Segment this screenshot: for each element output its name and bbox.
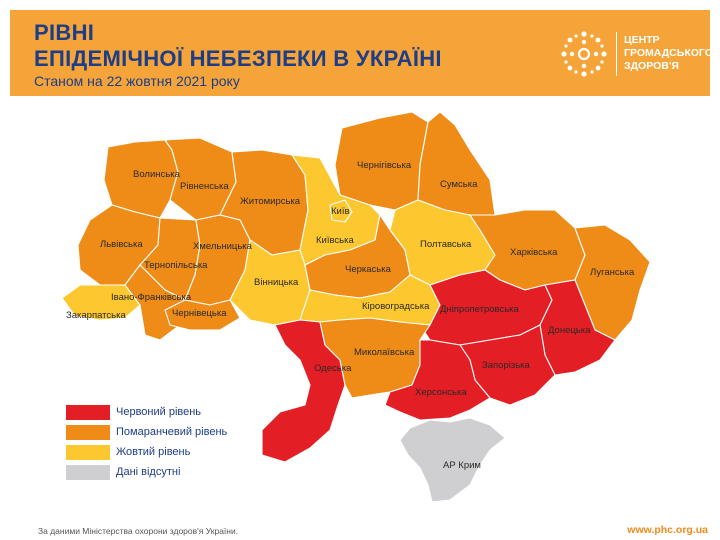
region-chernivetska[interactable] — [164, 299, 241, 331]
region-donetska[interactable] — [539, 279, 616, 376]
page-title-line2: ЕПІДЕМІЧНОЇ НЕБЕЗПЕКИ В УКРАЇНІ — [34, 46, 442, 71]
legend-label-red: Червоний рівень — [116, 406, 202, 418]
label-kirovohradska: Кіровоградська — [362, 301, 430, 312]
label-volynska: Волинська — [133, 169, 181, 180]
legend-swatch-gray — [66, 465, 110, 480]
page-subtitle: Станом на 22 жовтня 2021 року — [34, 73, 240, 89]
region-sumska[interactable] — [417, 111, 496, 216]
footer-source: За даними Міністерства охорони здоров'я … — [38, 526, 239, 536]
label-khersonska: Херсонська — [415, 387, 467, 398]
legend-swatch-red — [66, 405, 110, 420]
logo-text: ЦЕНТР ГРОМАДСЬКОГО ЗДОРОВ'Я — [624, 34, 713, 73]
legend-swatch-orange — [66, 425, 110, 440]
legend-swatch-yellow — [66, 445, 110, 460]
label-dnipropetrovska: Дніпропетровська — [440, 304, 520, 315]
label-cherkaska: Черкаська — [345, 264, 392, 275]
label-chernivetska: Чернівецька — [172, 308, 227, 319]
legend-label-yellow: Жовтий рівень — [116, 446, 191, 458]
region-kyiv[interactable] — [329, 199, 353, 223]
logo-line2: ГРОМАДСЬКОГО — [624, 47, 713, 59]
legend-item-yellow: Жовтий рівень — [66, 444, 266, 464]
label-zaporizka: Запорізька — [482, 360, 531, 371]
label-khmelnytska: Хмельницька — [193, 241, 253, 252]
region-luhanska[interactable] — [574, 224, 651, 341]
logo-line1: ЦЕНТР — [624, 34, 660, 46]
label-ternopilska: Тернопільська — [144, 260, 208, 271]
footer-url-link[interactable]: www.phc.org.ua — [627, 524, 708, 536]
label-kyiv: Київ — [331, 206, 350, 217]
label-chernihivska: Чернігівська — [357, 160, 412, 171]
legend-label-orange: Помаранчевий рівень — [116, 426, 228, 438]
label-donetska: Донецька — [548, 325, 591, 336]
map-legend: Червоний рівень Помаранчевий рівень Жовт… — [66, 404, 266, 484]
ukraine-map: Волинська Рівненська Житомирська Чернігі… — [61, 111, 651, 503]
label-lvivska: Львівська — [100, 239, 143, 250]
region-ar-krym[interactable] — [399, 417, 506, 503]
label-kyivska: Київська — [316, 235, 354, 246]
snowflake-ornament-icon — [561, 31, 607, 77]
label-ar-krym: АР Крим — [443, 460, 481, 471]
label-sumska: Сумська — [440, 179, 478, 190]
legend-item-gray: Дані відсутні — [66, 464, 266, 484]
label-zhytomyrska: Житомирська — [240, 196, 301, 207]
label-rivnenska: Рівненська — [180, 181, 229, 192]
phc-logo[interactable]: ЦЕНТР ГРОМАДСЬКОГО ЗДОРОВ'Я — [558, 28, 713, 80]
page-title: РІВНІ — [34, 20, 95, 45]
label-vinnytska: Вінницька — [254, 277, 299, 288]
label-poltavska: Полтавська — [420, 239, 472, 250]
legend-label-gray: Дані відсутні — [116, 466, 181, 478]
label-mykolaivska: Миколаївська — [354, 347, 415, 358]
label-luhanska: Луганська — [590, 267, 635, 278]
logo-line3: ЗДОРОВ'Я — [624, 60, 679, 72]
header-banner: РІВНІ ЕПІДЕМІЧНОЇ НЕБЕЗПЕКИ В УКРАЇНІ Ст… — [10, 10, 713, 96]
label-zakarpatska: Закарпатська — [66, 310, 126, 321]
legend-item-red: Червоний рівень — [66, 404, 266, 424]
legend-item-orange: Помаранчевий рівень — [66, 424, 266, 444]
label-odeska: Одеська — [314, 363, 352, 374]
label-kharkivska: Харківська — [510, 247, 558, 258]
region-khersonska[interactable] — [384, 339, 491, 421]
label-ivanofrankivska: Івано-Франківська — [111, 292, 192, 303]
logo-divider — [616, 32, 617, 76]
